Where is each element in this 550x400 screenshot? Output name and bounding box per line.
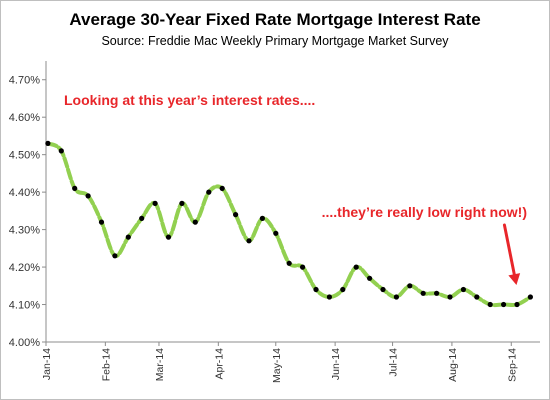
y-tick-label: 4.40% bbox=[9, 187, 40, 199]
data-point bbox=[246, 238, 252, 244]
data-point bbox=[58, 148, 64, 154]
x-tick-label: Feb-14 bbox=[100, 348, 112, 381]
data-point bbox=[514, 301, 520, 308]
data-point bbox=[259, 215, 265, 221]
data-points bbox=[45, 140, 534, 308]
data-point bbox=[125, 234, 131, 240]
y-tick-label: 4.60% bbox=[9, 112, 40, 124]
data-point bbox=[286, 260, 292, 266]
data-point bbox=[407, 283, 413, 289]
y-tick-label: 4.30% bbox=[9, 225, 40, 237]
x-tick-label: Mar-14 bbox=[154, 348, 166, 381]
data-point bbox=[501, 301, 507, 308]
data-point bbox=[45, 140, 51, 146]
x-axis: Jan-14 Feb-14 Mar-14 Apr-14 May-14 Jun-14 Jul-… bbox=[41, 341, 540, 383]
annotation-bottom: ....they’re really low right now!) bbox=[322, 204, 527, 220]
data-point bbox=[380, 286, 386, 293]
data-point bbox=[179, 200, 185, 206]
y-tick-label: 4.70% bbox=[9, 75, 40, 87]
annotation-top: Looking at this year’s interest rates...… bbox=[64, 92, 315, 108]
x-tick-label: Jul-14 bbox=[388, 348, 400, 377]
data-point bbox=[434, 290, 440, 296]
data-point bbox=[72, 185, 78, 191]
y-tick-label: 4.10% bbox=[9, 300, 40, 312]
data-point bbox=[313, 286, 319, 293]
data-point bbox=[326, 294, 332, 300]
data-point bbox=[420, 290, 426, 296]
data-point bbox=[206, 189, 212, 195]
arrow-head bbox=[508, 273, 521, 286]
data-point bbox=[474, 294, 480, 300]
x-tick-label: Sep-14 bbox=[506, 348, 518, 382]
x-tick-label: May-14 bbox=[271, 348, 283, 383]
annotation-arrow bbox=[502, 223, 521, 286]
y-tick-label: 4.50% bbox=[9, 150, 40, 162]
x-tick-label: Jun-14 bbox=[330, 348, 342, 380]
y-tick-label: 4.20% bbox=[9, 262, 40, 274]
data-point bbox=[447, 294, 453, 300]
data-point bbox=[98, 219, 105, 225]
data-point bbox=[460, 286, 466, 293]
x-tick-label: Apr-14 bbox=[213, 348, 225, 380]
data-point bbox=[219, 185, 225, 191]
data-point bbox=[165, 234, 172, 240]
data-point bbox=[300, 264, 306, 270]
data-point bbox=[273, 230, 279, 236]
data-point bbox=[85, 193, 91, 199]
data-point bbox=[233, 212, 239, 218]
data-point bbox=[139, 215, 145, 221]
data-point bbox=[112, 253, 118, 259]
data-point bbox=[487, 301, 493, 308]
y-tick-label: 4.00% bbox=[9, 337, 40, 349]
data-point bbox=[353, 264, 359, 270]
data-point bbox=[393, 294, 399, 300]
data-point bbox=[152, 200, 158, 206]
x-tick-label: Aug-14 bbox=[447, 348, 459, 382]
data-point bbox=[192, 219, 198, 225]
chart-subtitle: Source: Freddie Mac Weekly Primary Mortg… bbox=[101, 34, 449, 48]
data-point bbox=[527, 294, 534, 300]
x-tick-label: Jan-14 bbox=[41, 348, 53, 380]
data-point bbox=[340, 286, 346, 293]
chart-title: Average 30-Year Fixed Rate Mortgage Inte… bbox=[69, 10, 480, 29]
y-axis: 4.00% 4.10% 4.20% 4.30% 4.40% 4.50% 4.60% 4.70% bbox=[9, 61, 47, 349]
data-point bbox=[367, 275, 373, 281]
arrow-shaft bbox=[502, 223, 516, 276]
